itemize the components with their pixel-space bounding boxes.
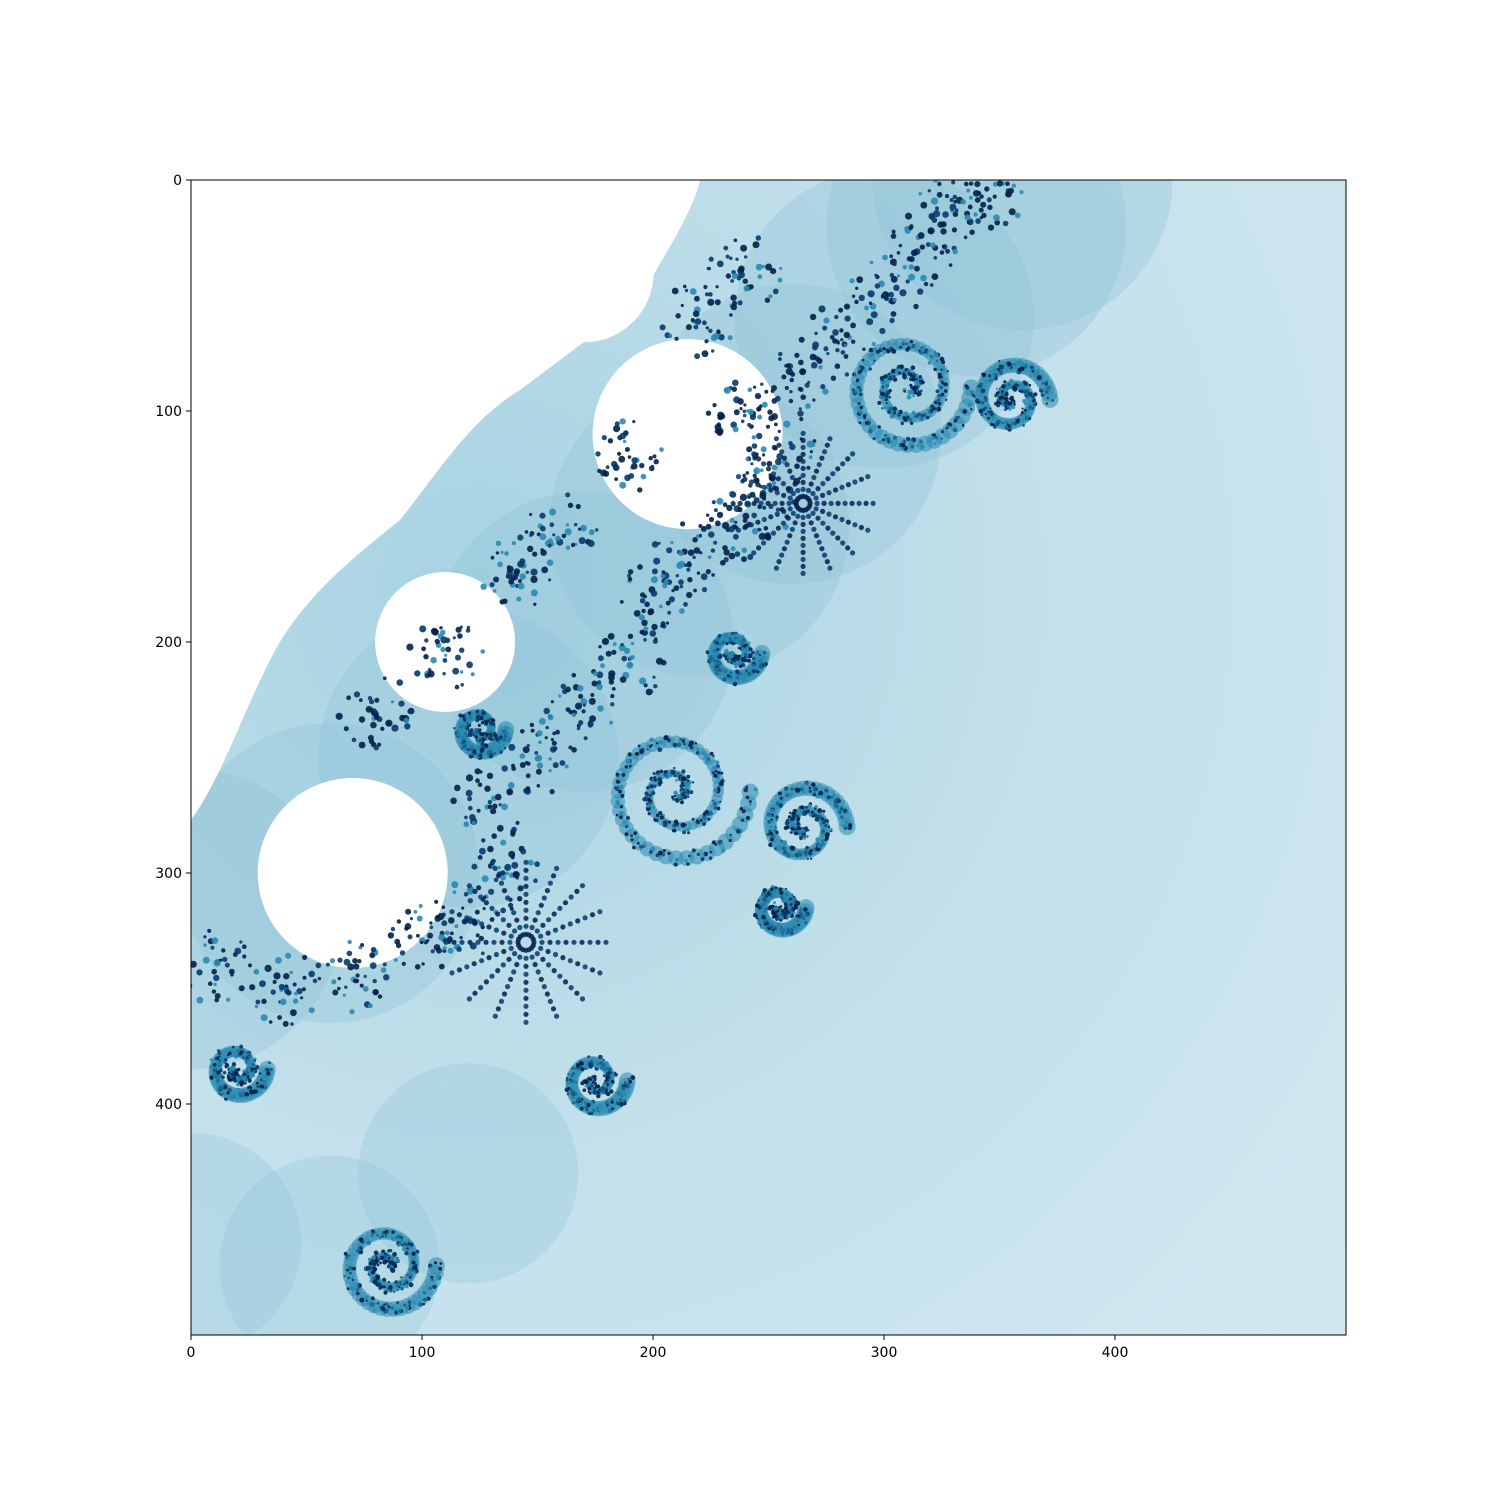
x-tick-label: 400 <box>1102 1345 1129 1361</box>
fractal-image <box>191 180 1173 1335</box>
x-tick-label: 0 <box>187 1345 196 1361</box>
y-tick-label: 0 <box>173 173 182 189</box>
y-axis: 0 100 200 300 400 <box>155 173 191 1113</box>
x-tick-label: 300 <box>871 1345 898 1361</box>
x-axis: 0 100 200 300 400 <box>187 1335 1129 1361</box>
x-tick-label: 200 <box>640 1345 667 1361</box>
x-tick-label: 100 <box>409 1345 436 1361</box>
y-tick-label: 300 <box>155 866 182 882</box>
y-tick-label: 100 <box>155 404 182 420</box>
y-tick-label: 200 <box>155 635 182 651</box>
plot-frame <box>190 179 1347 1336</box>
y-tick-label: 400 <box>155 1097 182 1113</box>
